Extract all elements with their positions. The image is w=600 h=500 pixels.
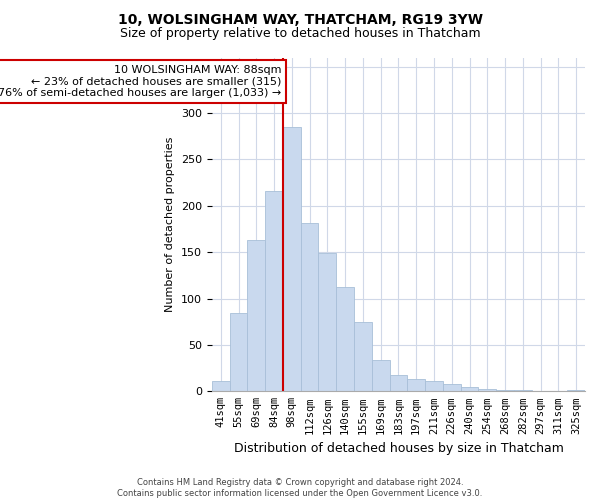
X-axis label: Distribution of detached houses by size in Thatcham: Distribution of detached houses by size … [233, 442, 563, 455]
Bar [389, 374, 407, 392]
Bar [230, 314, 247, 392]
Text: 10 WOLSINGHAM WAY: 88sqm
← 23% of detached houses are smaller (315)
76% of semi-: 10 WOLSINGHAM WAY: 88sqm ← 23% of detach… [0, 65, 281, 98]
Bar [478, 388, 496, 392]
Bar [407, 380, 425, 392]
Bar [372, 360, 389, 392]
Bar [354, 322, 372, 392]
Text: Contains HM Land Registry data © Crown copyright and database right 2024.
Contai: Contains HM Land Registry data © Crown c… [118, 478, 482, 498]
Bar [212, 381, 230, 392]
Bar [301, 224, 319, 392]
Y-axis label: Number of detached properties: Number of detached properties [166, 136, 175, 312]
Bar [336, 286, 354, 392]
Text: Size of property relative to detached houses in Thatcham: Size of property relative to detached ho… [119, 28, 481, 40]
Bar [567, 390, 585, 392]
Text: 10, WOLSINGHAM WAY, THATCHAM, RG19 3YW: 10, WOLSINGHAM WAY, THATCHAM, RG19 3YW [118, 12, 482, 26]
Bar [247, 240, 265, 392]
Bar [496, 390, 514, 392]
Bar [283, 127, 301, 392]
Bar [265, 191, 283, 392]
Bar [514, 390, 532, 392]
Bar [461, 386, 478, 392]
Bar [443, 384, 461, 392]
Bar [425, 381, 443, 392]
Bar [319, 253, 336, 392]
